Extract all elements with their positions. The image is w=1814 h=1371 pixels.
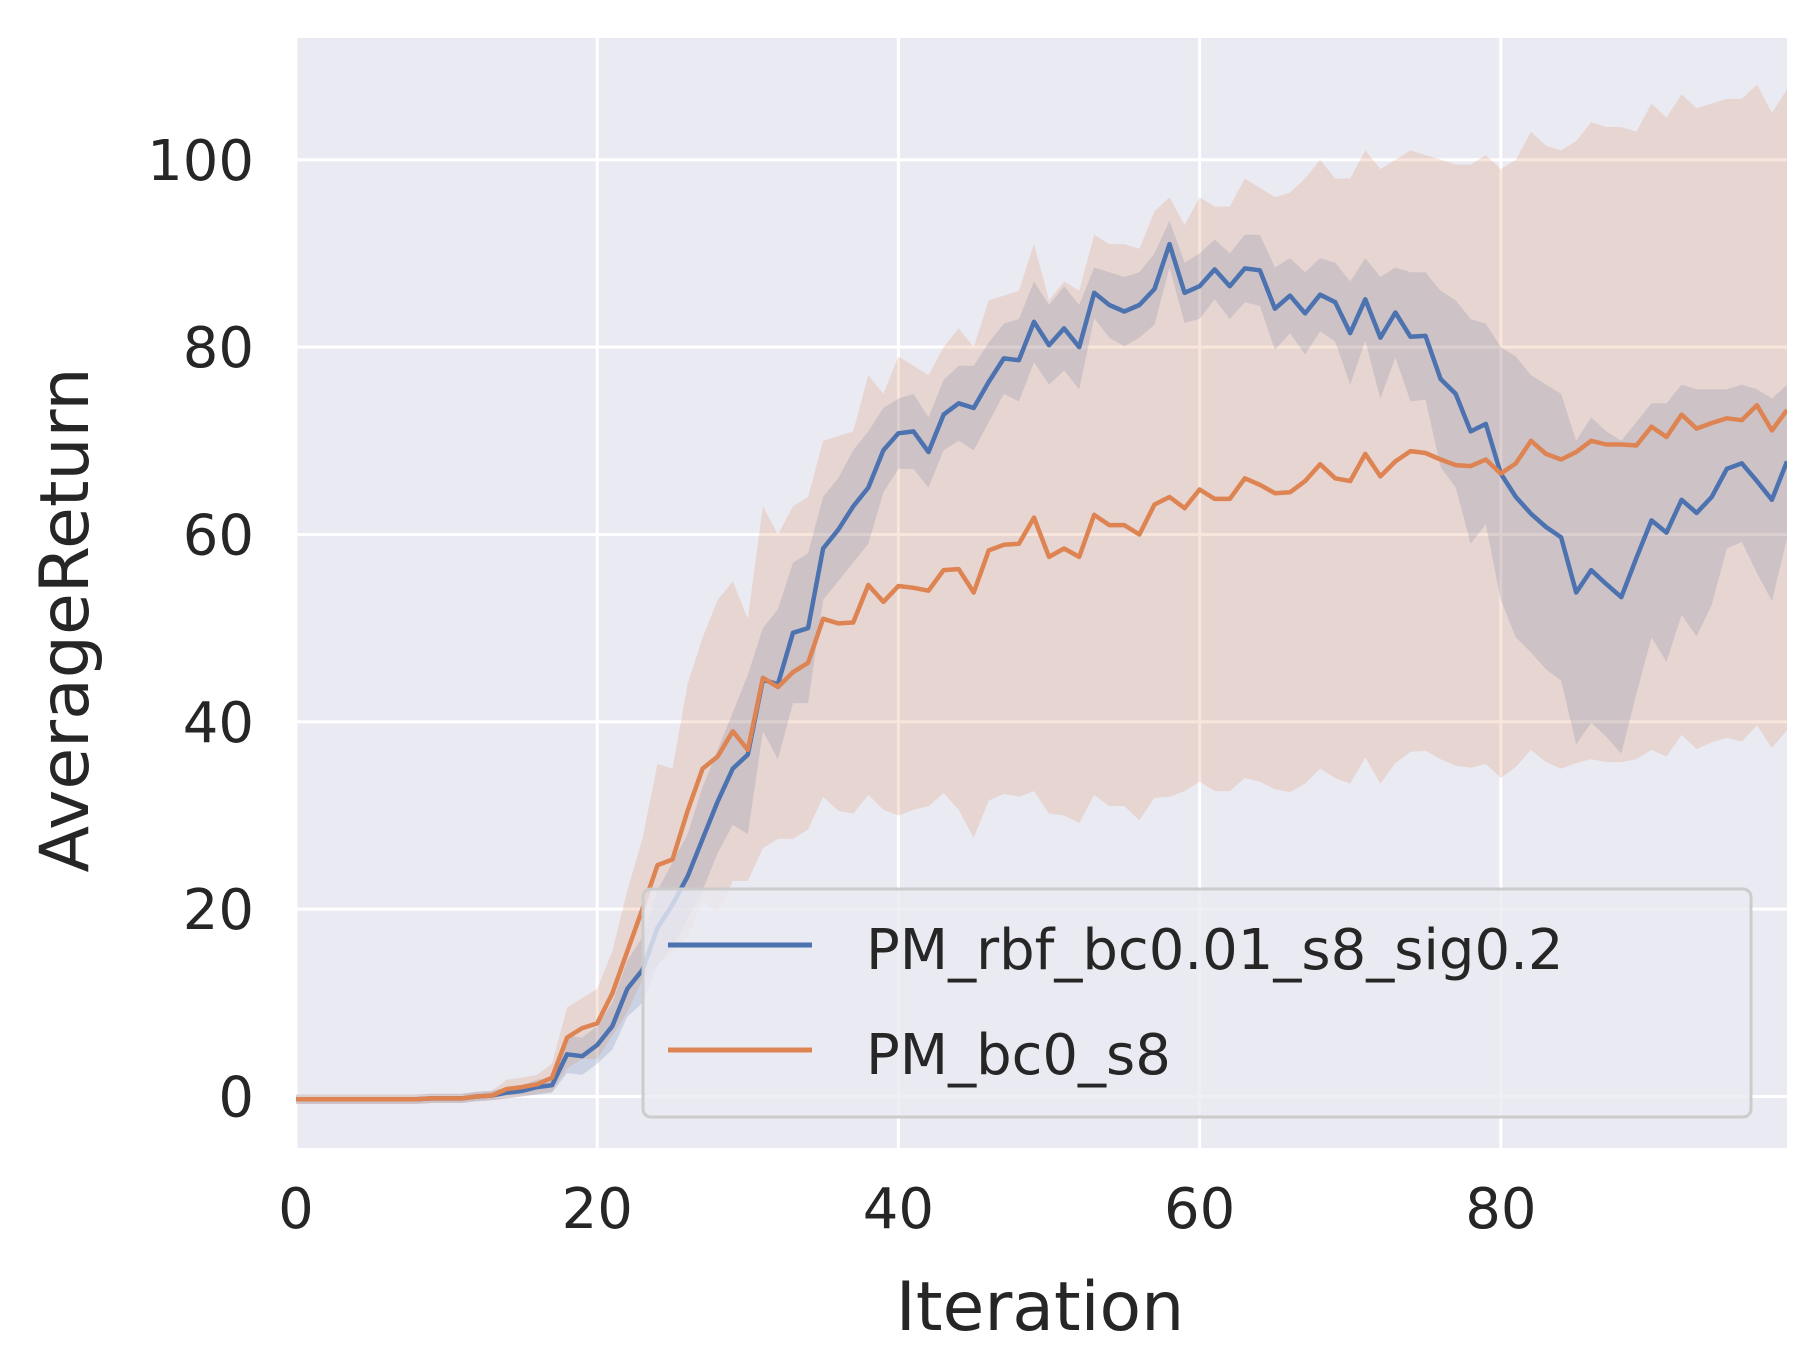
y-tick-label: 60 [183,503,254,568]
x-tick-label: 60 [1164,1177,1235,1242]
line-series-1 [296,241,1787,1102]
x-tick-label: 20 [562,1177,633,1242]
legend-label-series-2: PM_bc0_s8 [866,1023,1171,1088]
y-tick-label: 100 [147,129,254,194]
x-tick-labels: 0 20 40 60 80 [278,1177,1536,1242]
legend: PM_rbf_bc0.01_s8_sig0.2 PM_bc0_s8 [641,887,1753,1119]
band-series-2 [296,84,1787,1105]
y-tick-labels: 0 20 40 60 80 100 [147,129,254,1131]
legend-label-series-1: PM_rbf_bc0.01_s8_sig0.2 [866,918,1564,983]
legend-box [641,887,1753,1119]
line-series-2 [296,402,1787,1102]
y-tick-label: 20 [183,878,254,943]
x-tick-label: 0 [278,1177,314,1242]
x-axis-label: Iteration [896,1268,1184,1347]
x-tick-label: 40 [863,1177,934,1242]
x-tick-label: 80 [1465,1177,1536,1242]
y-tick-label: 0 [218,1065,254,1130]
series-lines [296,241,1787,1102]
band-series-1 [296,220,1787,1104]
confidence-bands [296,84,1787,1105]
y-tick-label: 80 [183,316,254,381]
y-tick-label: 40 [183,691,254,756]
grid [294,38,1787,1148]
y-axis-label: AverageReturn [26,368,105,873]
